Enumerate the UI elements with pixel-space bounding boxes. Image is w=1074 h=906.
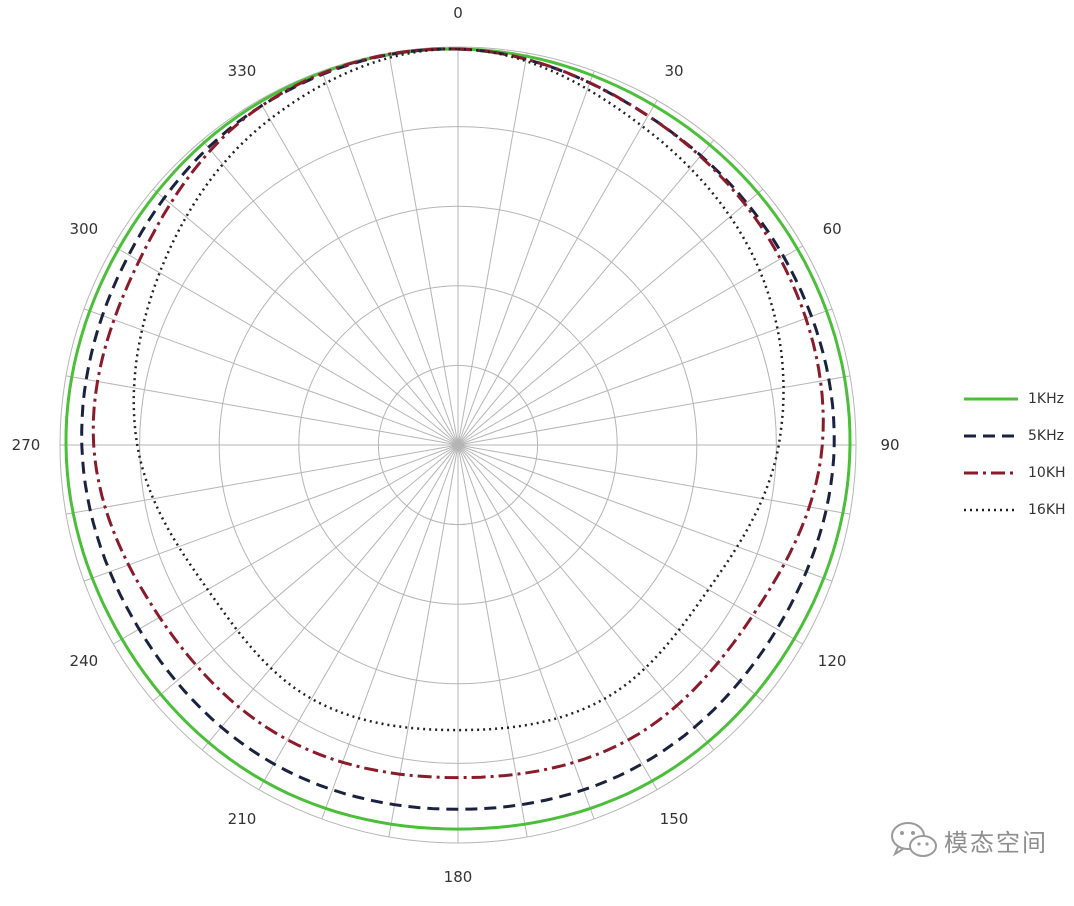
grid-spoke xyxy=(65,375,459,446)
angle-tick-label: 270 xyxy=(12,436,41,454)
series-line-16kh xyxy=(132,47,785,732)
grid-spoke xyxy=(113,444,459,645)
series-line-10kh xyxy=(91,47,825,780)
grid-spoke xyxy=(457,308,833,446)
legend-swatch xyxy=(964,508,1018,511)
legend: 1KHz 5KHz 10KH 16KH xyxy=(962,380,1066,528)
series-line-5khz xyxy=(80,47,836,811)
legend-item: 5KHz xyxy=(962,417,1066,454)
angle-tick-label: 90 xyxy=(880,436,899,454)
grid-spoke xyxy=(457,444,851,515)
grid-spoke xyxy=(258,444,459,790)
grid-spoke xyxy=(65,444,459,515)
grid-spoke xyxy=(258,100,459,446)
angle-tick-label: 210 xyxy=(228,810,257,828)
grid-spoke xyxy=(457,52,528,446)
angle-tick-label: 330 xyxy=(228,62,257,80)
legend-swatch xyxy=(964,397,1018,400)
series-line-1khz xyxy=(64,47,852,831)
grid-spoke xyxy=(321,444,459,820)
legend-label: 1KHz xyxy=(1028,390,1064,407)
legend-label: 10KH xyxy=(1028,464,1066,481)
grid-spoke xyxy=(457,188,764,446)
grid-spoke xyxy=(83,308,459,446)
legend-label: 16KH xyxy=(1028,501,1066,518)
legend-item: 1KHz xyxy=(962,380,1066,417)
legend-item: 16KH xyxy=(962,491,1066,528)
grid-spoke xyxy=(457,444,528,838)
legend-swatch xyxy=(964,471,1018,474)
angle-tick-label: 300 xyxy=(70,220,99,238)
grid-spoke xyxy=(457,375,851,446)
polar-grid xyxy=(59,46,857,844)
watermark-text: 模态空间 xyxy=(944,828,1048,857)
grid-spoke xyxy=(457,444,833,582)
series-lines xyxy=(64,47,852,831)
legend-swatch xyxy=(964,434,1018,437)
watermark: 模态空间 xyxy=(888,818,1048,862)
angle-tick-labels: 0 30 60 90 120 150 180 210 240 270 300 330 xyxy=(12,4,900,886)
grid-spoke xyxy=(457,139,715,446)
grid-spoke xyxy=(457,70,595,446)
angle-tick-label: 60 xyxy=(823,220,842,238)
wechat-icon xyxy=(891,822,937,857)
angle-tick-label: 30 xyxy=(664,62,683,80)
grid-spoke xyxy=(457,444,764,702)
grid-spoke xyxy=(457,444,658,790)
grid-spoke xyxy=(457,444,715,751)
angle-tick-label: 120 xyxy=(818,652,847,670)
grid-spoke xyxy=(152,188,459,446)
grid-spoke xyxy=(113,245,459,446)
grid-spoke xyxy=(457,444,803,645)
grid-spoke xyxy=(457,444,595,820)
legend-item: 10KH xyxy=(962,454,1066,491)
grid-spoke xyxy=(201,139,459,446)
grid-spoke xyxy=(457,245,803,446)
angle-tick-label: 240 xyxy=(70,652,99,670)
grid-spoke xyxy=(83,444,459,582)
grid-spoke xyxy=(388,52,459,446)
grid-spoke xyxy=(201,444,459,751)
legend-label: 5KHz xyxy=(1028,427,1064,444)
grid-spoke xyxy=(457,100,658,446)
angle-tick-label: 150 xyxy=(660,810,689,828)
grid-spoke xyxy=(152,444,459,702)
grid-spoke xyxy=(321,70,459,446)
angle-tick-label: 0 xyxy=(453,4,463,22)
angle-tick-label: 180 xyxy=(444,868,473,886)
grid-spoke xyxy=(388,444,459,838)
